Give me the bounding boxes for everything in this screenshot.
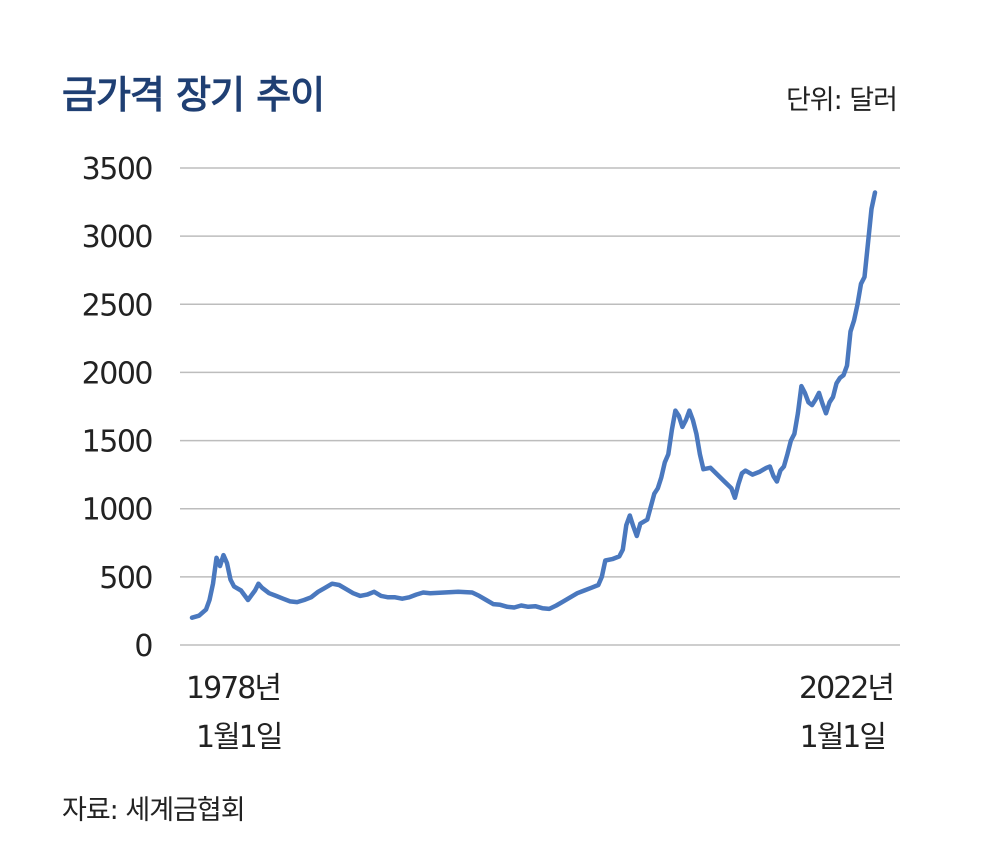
y-tick-label-1500: 1500: [82, 425, 153, 460]
x-label-start-year: 1978년: [186, 671, 280, 706]
y-tick-label-2500: 2500: [82, 288, 153, 323]
x-label-start-date: 1월1일: [196, 720, 281, 755]
y-tick-label-500: 500: [99, 561, 152, 596]
source-note: 자료: 세계금협회: [62, 795, 246, 826]
gridlines: [180, 167, 900, 646]
unit-label: 단위: 달러: [785, 85, 898, 116]
y-tick-label-1000: 1000: [82, 493, 153, 528]
x-label-end-year: 2022년: [799, 671, 893, 706]
chart-title: 금가격 장기 추이: [62, 73, 325, 117]
y-tick-label-3500: 3500: [82, 152, 153, 187]
y-tick-label-2000: 2000: [82, 356, 153, 391]
x-label-end-date: 1월1일: [800, 720, 885, 755]
y-tick-label-0: 0: [134, 629, 152, 664]
y-axis-ticks: 0 500 1000 1500 2000 2500 3000 3500: [82, 152, 154, 664]
gold-price-line: [189, 190, 878, 620]
y-tick-label-3000: 3000: [82, 220, 153, 255]
